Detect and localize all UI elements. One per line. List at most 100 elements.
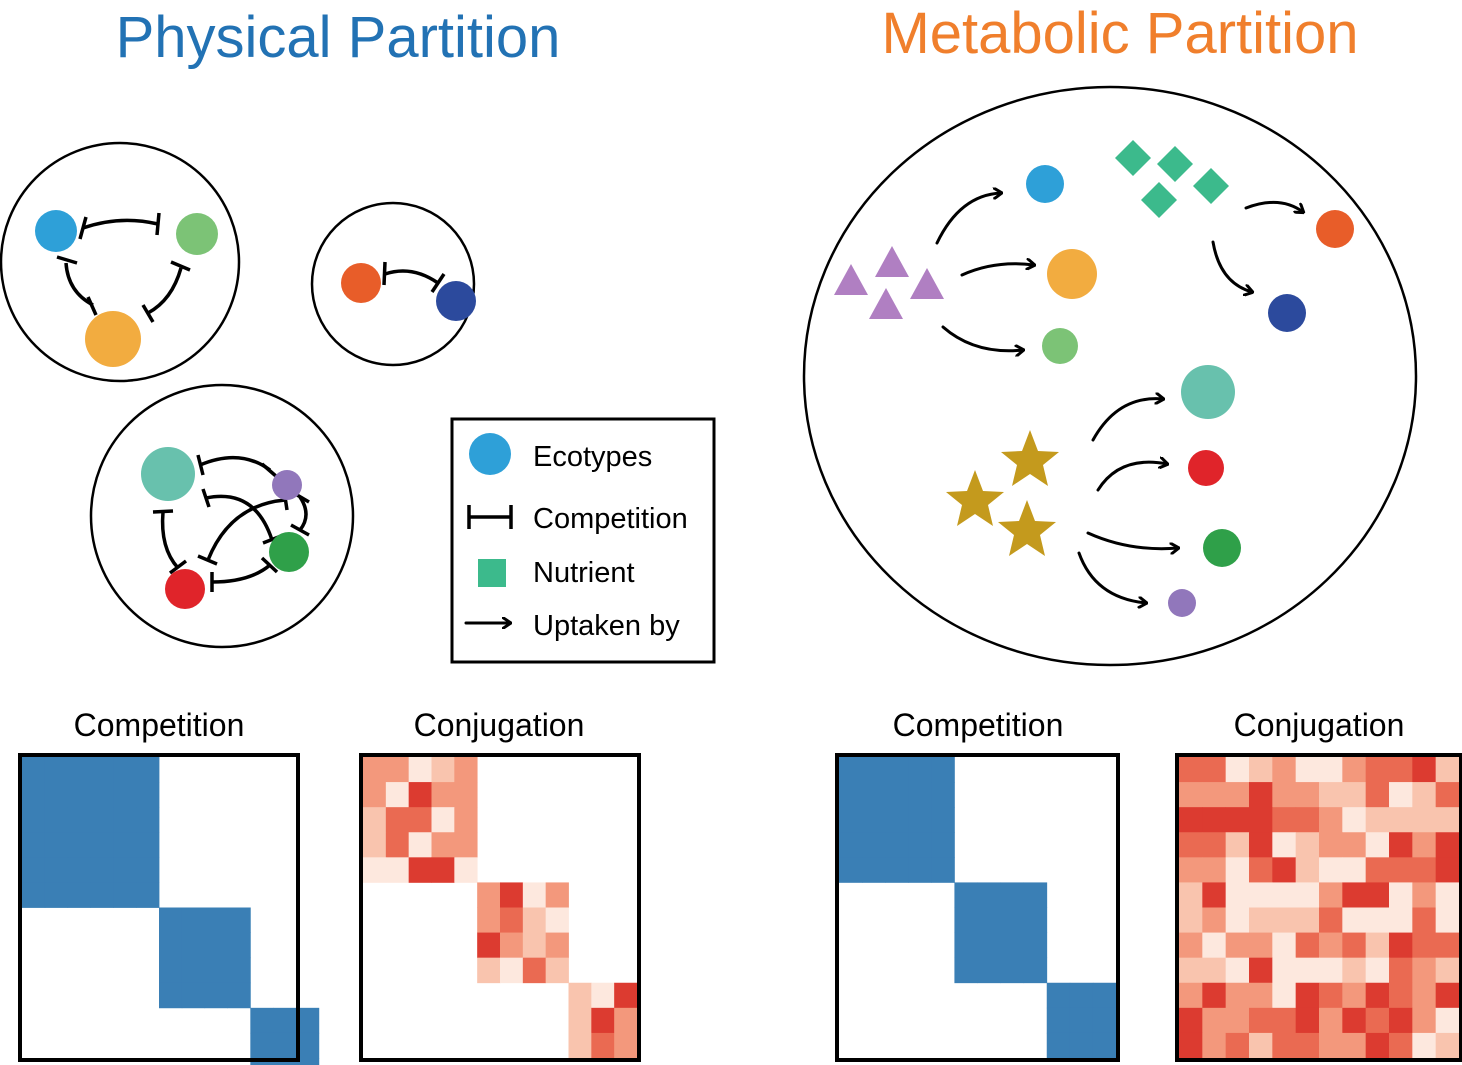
- competition-edge: [206, 498, 286, 561]
- matrix-cell: [1342, 932, 1367, 959]
- matrix-cell: [1202, 1032, 1227, 1059]
- matrix-cell: [1249, 957, 1273, 984]
- matrix-cell: [1435, 1007, 1460, 1034]
- matrix-cell: [1000, 957, 1025, 984]
- matrix-cell: [1295, 957, 1320, 984]
- matrix-cell: [1179, 832, 1203, 858]
- matrix-cell: [1295, 782, 1320, 808]
- matrix-cell: [1202, 882, 1227, 908]
- matrix-cell: [159, 957, 183, 984]
- matrix-cell: [90, 757, 114, 783]
- matrix-cell: [885, 782, 909, 808]
- triangle-icon: [834, 264, 868, 295]
- matrix-cell: [477, 932, 501, 959]
- matrix-cell: [454, 782, 478, 808]
- matrix-frame: [18, 753, 300, 1062]
- panel-label-physical-conjugation: Conjugation: [414, 707, 585, 743]
- matrix-cell: [1435, 807, 1460, 833]
- matrix-cell: [1069, 1007, 1094, 1034]
- matrix-cell: [454, 757, 478, 783]
- matrix-cell: [1319, 982, 1343, 1009]
- matrix-cell: [1412, 807, 1437, 833]
- competition-edge: [199, 455, 272, 472]
- compartment-boundary: [310, 201, 476, 367]
- matrix-cell: [1319, 807, 1343, 833]
- matrix-cell: [614, 1032, 638, 1059]
- matrix-cell: [545, 882, 569, 908]
- matrix-cell: [1389, 1007, 1413, 1034]
- matrix-cell: [1412, 782, 1437, 808]
- matrix-cell: [1179, 882, 1203, 908]
- matrix-cell: [1295, 832, 1320, 858]
- matrix-cell: [113, 832, 137, 858]
- competition-bar: [78, 216, 88, 240]
- metabolic-partition-title: Metabolic Partition: [881, 1, 1358, 66]
- matrix-cell: [1319, 857, 1343, 883]
- matrix-cell: [22, 782, 46, 808]
- matrix-cell: [1389, 857, 1413, 883]
- matrix-cell: [1412, 932, 1437, 959]
- matrix-cell: [1389, 907, 1413, 933]
- matrix-cell: [1272, 1007, 1297, 1034]
- matrix-physical-conjugation: [359, 753, 641, 1062]
- uptake-arrow: [1211, 240, 1252, 292]
- compartment-five-ecotypes: [89, 383, 355, 649]
- matrix-cell: [1319, 1007, 1343, 1034]
- matrix-cell: [591, 1007, 615, 1034]
- matrix-cell: [977, 882, 1001, 908]
- matrix-cell: [1295, 1032, 1320, 1059]
- matrix-cell: [204, 957, 228, 984]
- matrix-cell: [44, 857, 69, 883]
- star-icon: [946, 470, 1004, 526]
- competition-bar: [382, 261, 387, 286]
- matrix-cell: [385, 757, 410, 783]
- matrix-cell: [67, 882, 91, 908]
- matrix-cell: [1365, 807, 1390, 833]
- matrix-cell: [1179, 782, 1203, 808]
- matrix-cell: [1249, 932, 1273, 959]
- matrix-cell: [908, 832, 932, 858]
- matrix-cell: [1365, 832, 1390, 858]
- matrix-cell: [954, 907, 978, 933]
- compartment-boundary: [802, 85, 1418, 667]
- matrix-cell: [90, 832, 114, 858]
- matrix-cell: [408, 807, 432, 833]
- matrix-cell: [545, 907, 569, 933]
- matrix-metabolic-conjugation: [1175, 753, 1462, 1062]
- matrix-cell: [500, 907, 524, 933]
- matrix-cell: [22, 857, 46, 883]
- matrix-cell: [227, 982, 251, 1009]
- matrix-cell: [614, 1007, 638, 1034]
- matrix-cell: [1435, 982, 1460, 1009]
- matrix-cell: [1295, 857, 1320, 883]
- matrix-cell: [1272, 832, 1297, 858]
- matrix-cell: [862, 807, 886, 833]
- matrix-cell: [1249, 1007, 1273, 1034]
- matrix-cell: [1202, 982, 1227, 1009]
- diamond-icon: [1157, 146, 1193, 182]
- matrix-cell: [159, 932, 183, 959]
- ecotype-node: [1181, 365, 1235, 419]
- competition-bar: [430, 273, 446, 293]
- matrix-cell: [1319, 782, 1343, 808]
- matrix-cell: [862, 757, 886, 783]
- matrix-cell: [931, 832, 955, 858]
- matrix-cell: [363, 857, 387, 883]
- matrix-cell: [1225, 807, 1250, 833]
- ecotype-node: [141, 447, 195, 501]
- matrix-cell: [1435, 882, 1460, 908]
- matrix-cell: [1295, 1007, 1320, 1034]
- matrix-cell: [250, 1007, 274, 1034]
- matrix-cell: [1272, 782, 1297, 808]
- matrix-cell: [1412, 1032, 1437, 1059]
- matrix-cell: [1225, 932, 1250, 959]
- matrix-cell: [1179, 807, 1203, 833]
- matrix-frame: [835, 753, 1120, 1062]
- matrix-physical-competition: [18, 753, 320, 1065]
- matrix-cell: [1412, 957, 1437, 984]
- matrix-cell: [136, 757, 160, 783]
- matrix-cell: [1272, 932, 1297, 959]
- matrix-cell: [22, 832, 46, 858]
- competition-bar: [260, 462, 279, 479]
- matrix-cell: [522, 907, 547, 933]
